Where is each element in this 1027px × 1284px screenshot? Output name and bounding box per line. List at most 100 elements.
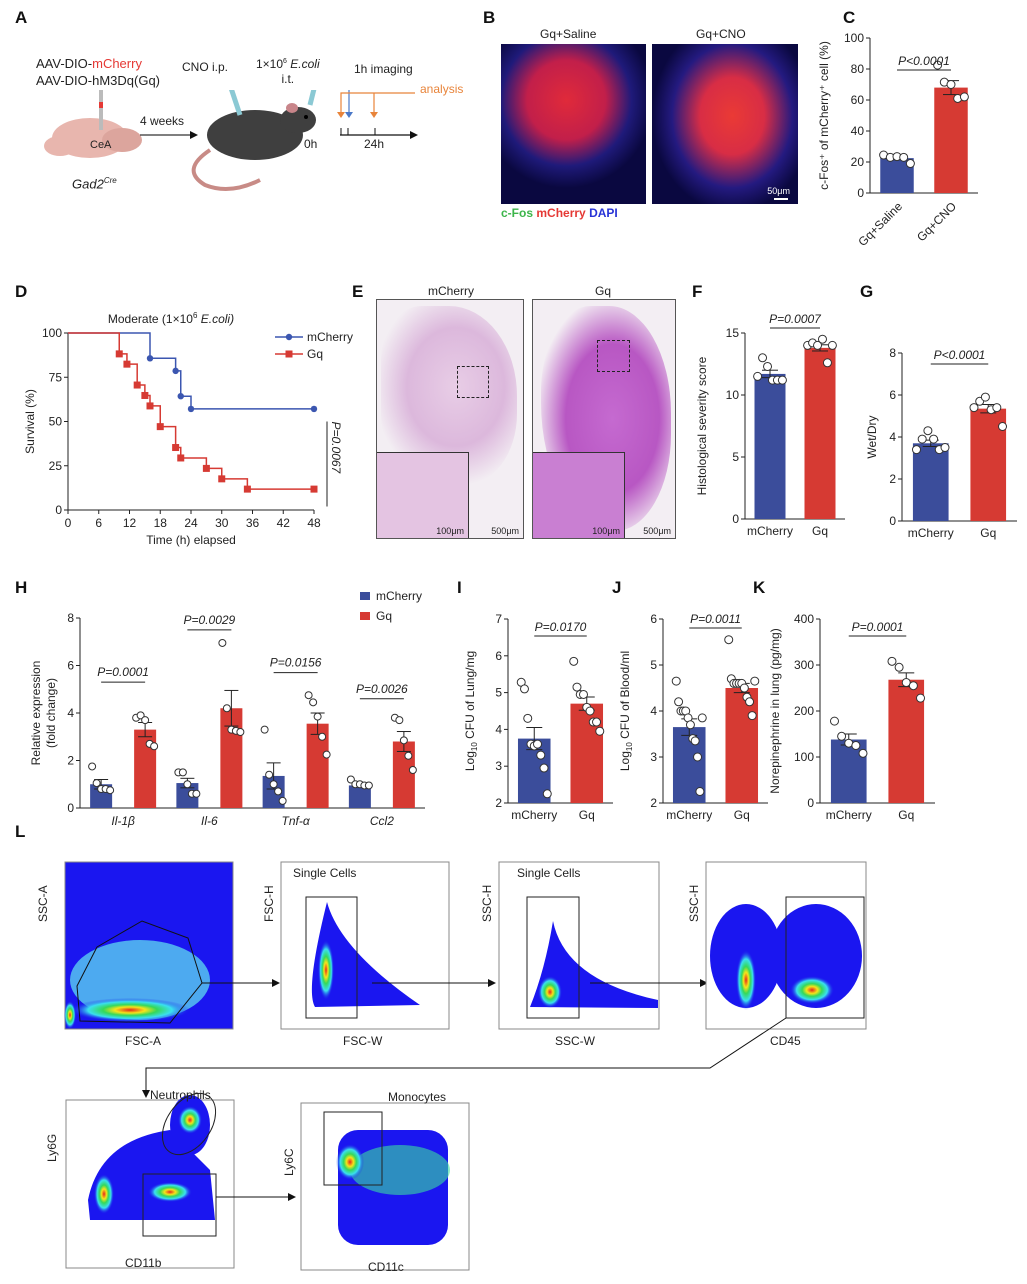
data-point <box>523 713 533 723</box>
data-point <box>674 697 684 707</box>
time-24h-label: 24h <box>364 137 385 151</box>
chart-title: Moderate (1×106 E.coli) <box>108 311 234 326</box>
flow-xlabel-2: FSC-W <box>343 1034 383 1048</box>
panel-label-c: C <box>843 8 856 27</box>
chart-d: 0 25 50 75 100 0 6 12 18 24 30 36 42 48 Time (h) elaps… <box>23 311 353 547</box>
data-point <box>671 676 681 686</box>
data-point <box>572 682 582 692</box>
y-axis-label: Norepinephrine in lung (pg/mg) <box>768 628 782 793</box>
data-point <box>183 780 192 789</box>
data-point <box>539 763 549 773</box>
data-point <box>685 720 695 730</box>
x-tick-label: Gq+CNO <box>914 199 959 244</box>
time-0h-label: 0h <box>304 137 318 151</box>
gate-label-neutrophils: Neutrophils <box>150 1088 211 1102</box>
main-scale-label: 500μm <box>643 526 671 536</box>
gate-rect[interactable] <box>323 1111 383 1186</box>
y-axis-label: Wet/Dry <box>865 415 879 458</box>
survival-curve-mcherry <box>68 332 314 410</box>
bar-mcherry <box>176 783 199 808</box>
panel-label-i: I <box>457 578 462 597</box>
data-point <box>813 340 823 350</box>
analysis-label: analysis <box>420 82 464 96</box>
micrograph-title-cno: Gq+CNO <box>696 27 746 41</box>
data-point <box>269 780 278 789</box>
flow-xlabel-3: SSC-W <box>555 1034 595 1048</box>
micrograph-saline <box>501 44 646 204</box>
histology-inset: 100μm <box>377 452 469 538</box>
gate-rect[interactable] <box>142 1173 217 1237</box>
region-label: CeA <box>90 139 112 151</box>
y-tick-label: 3 <box>495 759 502 773</box>
gate-rect[interactable] <box>305 896 358 1019</box>
histology-title-mcherry: mCherry <box>428 284 475 298</box>
x-tick-label: 42 <box>277 516 291 530</box>
chart-i: 2 3 4 5 6 7 mCherry Gq P=0.0170 Log10 CFU of Lung… <box>463 612 613 822</box>
y-tick-label: 7 <box>495 612 502 626</box>
survival-marker <box>310 405 318 413</box>
x-tick-label: Il-1β <box>111 814 135 828</box>
gate-polygon[interactable] <box>76 920 203 1024</box>
x-tick-label: 30 <box>215 516 229 530</box>
legend-marker <box>285 350 293 358</box>
data-point <box>969 403 979 413</box>
data-point <box>536 750 546 760</box>
y-tick-label: 300 <box>794 658 814 672</box>
y-tick-label: 0 <box>807 796 814 810</box>
data-point <box>88 762 97 771</box>
x-tick-label: 18 <box>154 516 168 530</box>
survival-marker <box>172 367 179 375</box>
data-point <box>858 748 868 758</box>
data-point <box>887 656 897 666</box>
y-tick-label: 5 <box>495 686 502 700</box>
stain-legend: c-Fos mCherry DAPI <box>501 206 618 220</box>
analysis-arrow-icon-0h <box>337 112 345 118</box>
arrow-head-icon <box>488 979 496 987</box>
data-point <box>313 712 322 721</box>
flow-xlabel-5: CD11b <box>125 1256 162 1270</box>
flow-ylabel-4: SSC-H <box>687 884 701 922</box>
y-tick-label: 80 <box>851 62 865 76</box>
y-tick-label: 75 <box>49 370 63 384</box>
data-point <box>533 739 543 749</box>
x-tick-label: mCherry <box>908 526 954 540</box>
y-tick-label: 15 <box>726 326 740 340</box>
y-tick-label: 40 <box>851 124 865 138</box>
y-tick-label: 2 <box>67 754 74 768</box>
gate-rect[interactable] <box>526 896 580 1019</box>
legend-marker <box>285 333 293 341</box>
survival-marker <box>123 360 131 368</box>
data-point <box>693 752 703 762</box>
y-tick-label: 0 <box>889 514 896 528</box>
y-tick-label: 100 <box>42 326 62 340</box>
data-point <box>260 725 269 734</box>
gate-rect[interactable] <box>785 896 865 1019</box>
data-point <box>106 786 115 795</box>
data-point <box>946 80 956 89</box>
bar-gq <box>725 688 759 803</box>
y-tick-label: 400 <box>794 612 814 626</box>
data-point <box>777 375 787 385</box>
data-point <box>585 706 595 716</box>
panel-label-b: B <box>483 8 496 27</box>
y-tick-label: 0 <box>67 801 74 815</box>
x-tick-label: mCherry <box>511 808 557 822</box>
scale-bar <box>774 198 788 200</box>
survival-marker <box>177 392 184 400</box>
data-point <box>929 434 939 444</box>
p-value-label: P=0.0156 <box>270 656 322 670</box>
x-tick-label: 0 <box>65 516 72 530</box>
bar-gq <box>134 729 157 808</box>
bar-gq-cno <box>934 87 968 193</box>
gate-ellipse[interactable] <box>151 1084 226 1165</box>
x-tick-label: 48 <box>307 516 321 530</box>
y-tick-label: 60 <box>851 93 865 107</box>
data-point <box>817 334 827 344</box>
legend-swatch-gq <box>360 612 370 620</box>
main-scale-label: 500μm <box>491 526 519 536</box>
data-point <box>408 766 417 774</box>
data-point <box>905 159 915 169</box>
flow-xlabel-6: CD11c <box>368 1260 404 1274</box>
y-tick-label: 200 <box>794 704 814 718</box>
gate-connector <box>145 1017 787 1090</box>
